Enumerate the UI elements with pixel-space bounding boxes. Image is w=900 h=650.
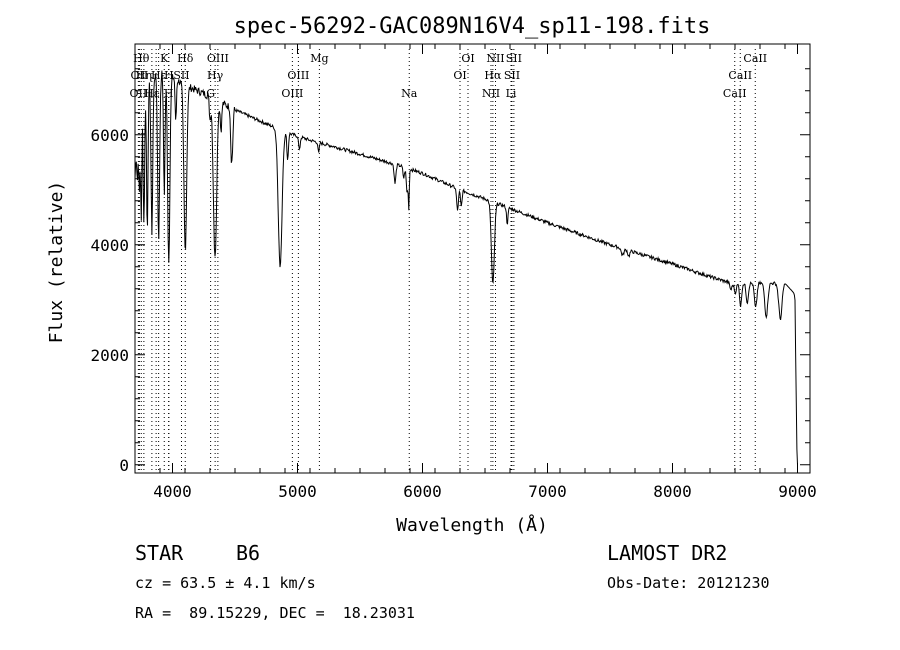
line-marker-label: SII — [173, 69, 189, 82]
line-marker-label: CaII — [743, 52, 767, 65]
y-tick-label: 6000 — [90, 126, 129, 145]
sky-coordinates: RA = 89.15229, DEC = 18.23031 — [135, 604, 415, 622]
x-axis-label: Wavelength (Å) — [396, 514, 548, 536]
spectrum-series-line — [134, 70, 798, 465]
x-tick-label: 8000 — [653, 482, 692, 501]
line-marker-label: Hγ — [207, 69, 224, 82]
line-marker-label: G — [206, 87, 215, 100]
plot-axes: 4000 5000 6000 7000 8000 9000 0 2000 4000 6000 — [90, 44, 817, 501]
line-marker-label: Hδ — [177, 52, 194, 65]
y-tick-label: 0 — [119, 456, 129, 475]
observation-date: Obs-Date: 20121230 — [607, 574, 770, 592]
x-tick-label: 4000 — [153, 482, 192, 501]
line-marker-label: NII — [482, 87, 500, 100]
line-marker-label: SII — [504, 69, 520, 82]
x-tick-label: 7000 — [528, 482, 567, 501]
x-tick-label: 9000 — [778, 482, 817, 501]
survey-name: LAMOST DR2 — [607, 541, 728, 565]
y-axis-label: Flux (relative) — [46, 181, 67, 344]
line-marker-label: OIII — [287, 69, 309, 82]
line-marker-label: Mg — [310, 52, 328, 65]
x-tick-label: 6000 — [403, 482, 442, 501]
line-marker-label: CaII — [723, 87, 747, 100]
chart-title: spec-56292-GAC089N16V4_sp11-198.fits — [234, 14, 711, 39]
line-marker-label: H — [164, 69, 174, 82]
line-marker-label: Na — [401, 87, 418, 100]
spectral-subclass: B6 — [236, 541, 261, 565]
line-marker-label: OII — [130, 87, 148, 100]
line-marker-label: Hε — [144, 87, 160, 100]
line-marker-label: Hη — [136, 69, 152, 82]
line-marker-label: Hθ — [133, 52, 150, 65]
line-markers: OIIOIIHθHηHεHεKHHSIIHδGHγOIIIOIIIOIIIMgN… — [130, 49, 767, 473]
line-marker-label: SII — [506, 52, 522, 65]
line-marker-label: Hα — [484, 69, 502, 82]
line-marker-label: K — [160, 52, 169, 65]
line-marker-label: OI — [453, 69, 466, 82]
y-tick-label: 2000 — [90, 346, 129, 365]
plot-frame — [134, 43, 811, 474]
line-marker-label: NII — [486, 52, 504, 65]
line-marker-label: OI — [461, 52, 474, 65]
line-marker-label: OIII — [207, 52, 229, 65]
y-tick-label: 4000 — [90, 236, 129, 255]
redshift-readout: cz = 63.5 ± 4.1 km/s — [135, 574, 316, 592]
x-tick-label: 5000 — [278, 482, 317, 501]
object-type: STAR — [135, 541, 184, 565]
line-marker-label: CaII — [728, 69, 752, 82]
line-marker-label: OIII — [281, 87, 303, 100]
line-marker-label: Li — [506, 87, 517, 100]
